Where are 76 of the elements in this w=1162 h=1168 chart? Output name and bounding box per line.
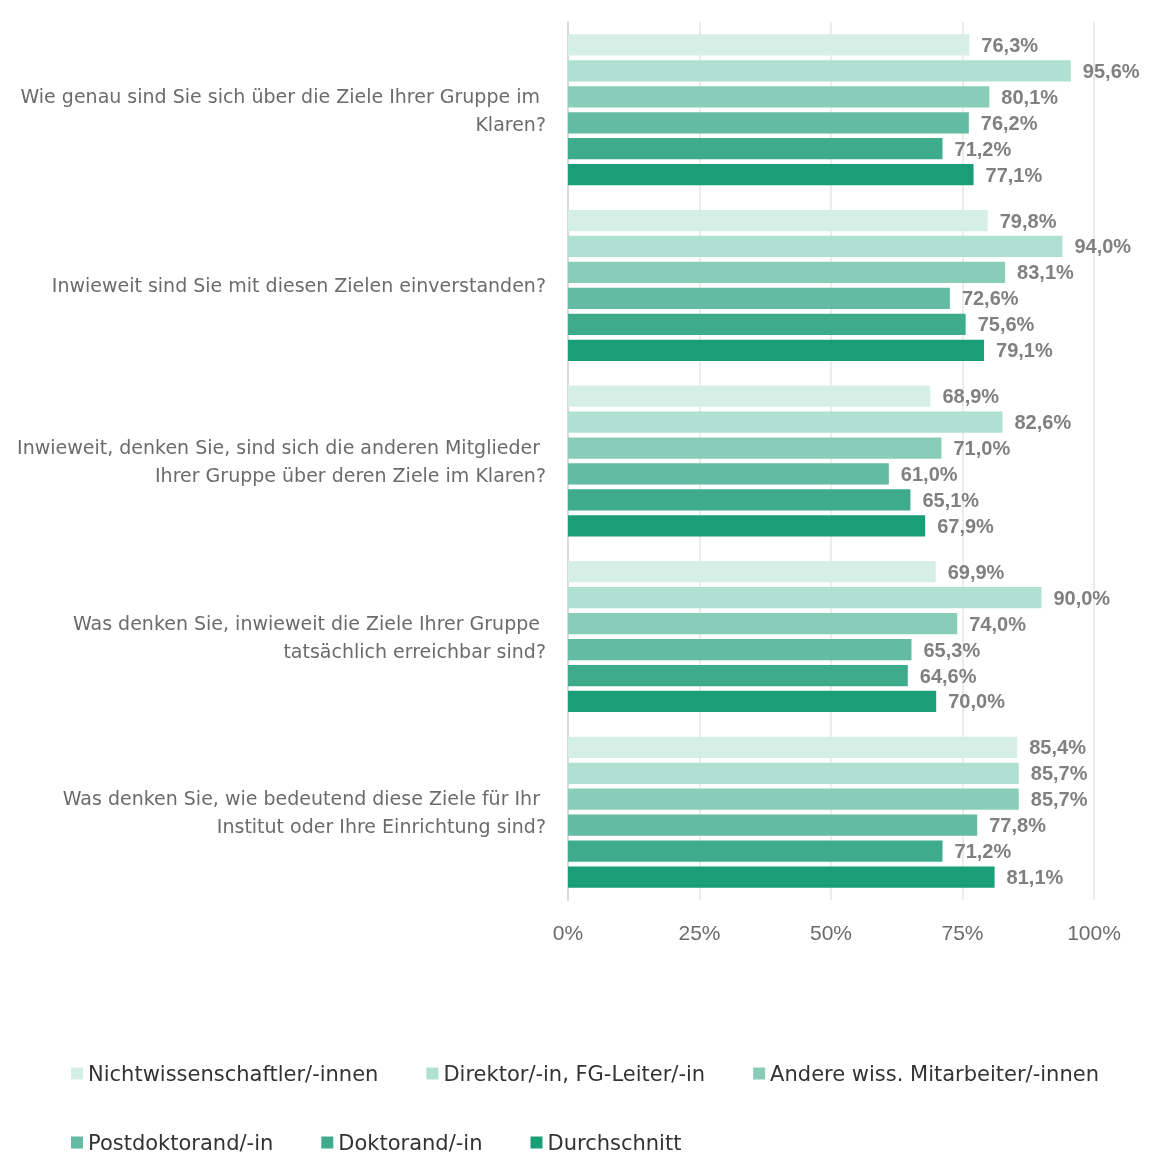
bar (568, 261, 1006, 284)
bar (568, 561, 936, 583)
data-label: 71,2% (954, 840, 1012, 863)
bar (568, 385, 931, 407)
bar (568, 235, 1063, 258)
data-label: 83,1% (1017, 261, 1075, 284)
data-label: 72,6% (961, 287, 1019, 310)
bar (568, 411, 1003, 433)
data-label: 76,3% (981, 33, 1039, 56)
bar (568, 489, 911, 511)
data-label: 94,0% (1074, 235, 1132, 258)
y-tick-label: Was denken Sie, wie bedeutend diese Ziele für Ihr Institut oder Ihre Einrichtung sind? (62, 787, 546, 838)
data-label: 85,7% (1030, 762, 1088, 785)
bar (568, 339, 985, 361)
data-label: 76,2% (980, 111, 1038, 134)
bar (568, 515, 926, 537)
data-label: 95,6% (1082, 59, 1140, 82)
data-label: 64,6% (919, 664, 977, 687)
data-label: 77,1% (985, 163, 1043, 186)
legend-label: Doktorand/-in (338, 1130, 483, 1155)
bar (568, 437, 942, 459)
y-tick-label: Inwieweit, denken Sie, sind sich die anderen Mitglieder Ihrer Gruppe über deren Ziele im Klaren? (17, 436, 546, 486)
x-tick-label: 75% (941, 921, 984, 944)
bar (568, 638, 912, 661)
bar (568, 60, 1071, 82)
data-label: 81,1% (1006, 866, 1064, 889)
data-label: 79,8% (999, 209, 1057, 232)
data-label: 71,2% (954, 137, 1012, 160)
bar (568, 287, 950, 310)
x-tick-label: 50% (809, 921, 853, 944)
bar (568, 866, 995, 888)
bar (568, 587, 1042, 609)
data-label: 77,8% (989, 814, 1047, 837)
bar (568, 463, 889, 485)
data-label: 65,3% (923, 638, 981, 661)
data-label: 82,6% (1014, 411, 1072, 434)
data-label: 67,9% (937, 514, 995, 537)
legend-label: Direktor/-in, FG-Leiter/-in (443, 1061, 706, 1086)
legend-label: Andere wiss. Mitarbeiter/-innen (770, 1061, 1099, 1086)
bar (568, 138, 943, 160)
bar (568, 209, 988, 232)
data-label: 90,0% (1053, 586, 1111, 609)
bar (568, 788, 1019, 810)
data-label: 80,1% (1001, 85, 1059, 108)
data-label: 75,6% (977, 313, 1035, 336)
data-label: 79,1% (996, 339, 1053, 362)
data-label: 69,9% (947, 560, 1005, 583)
data-label: 61,0% (900, 462, 958, 485)
data-label: 85,4% (1029, 736, 1087, 759)
x-tick-label: 100% (1067, 921, 1121, 944)
bar (568, 34, 970, 56)
bar (568, 164, 974, 186)
bar (568, 814, 978, 836)
data-label: 65,1% (922, 488, 980, 511)
x-tick-label: 25% (678, 921, 721, 944)
data-label: 68,9% (942, 385, 1000, 408)
y-tick-label: Was denken Sie, inwieweit die Ziele Ihrer Gruppe tatsächlich erreichbar sind? (72, 611, 546, 662)
bar (568, 690, 937, 713)
y-tick-label: Inwieweit sind Sie mit diesen Zielen einverstanden? (51, 274, 546, 297)
data-label: 71,0% (953, 437, 1011, 460)
bar (568, 612, 958, 635)
bar (568, 762, 1019, 784)
bar (568, 736, 1018, 758)
bar (568, 112, 969, 134)
bar (568, 313, 966, 335)
data-label: 70,0% (948, 690, 1006, 713)
legend-label: Nichtwissenschaftler/-innen (88, 1061, 379, 1086)
legend-label: Durchschnitt (547, 1130, 682, 1155)
bar (568, 86, 990, 108)
legend-label: Postdoktorand/-in (88, 1130, 274, 1155)
bar (568, 664, 908, 687)
y-tick-label: Wie genau sind Sie sich über die Ziele Ihrer Gruppe im Klaren? (20, 84, 546, 135)
bar (568, 840, 943, 862)
data-label: 85,7% (1030, 788, 1088, 811)
x-tick-label: 0% (552, 921, 584, 944)
data-label: 74,0% (969, 612, 1027, 635)
